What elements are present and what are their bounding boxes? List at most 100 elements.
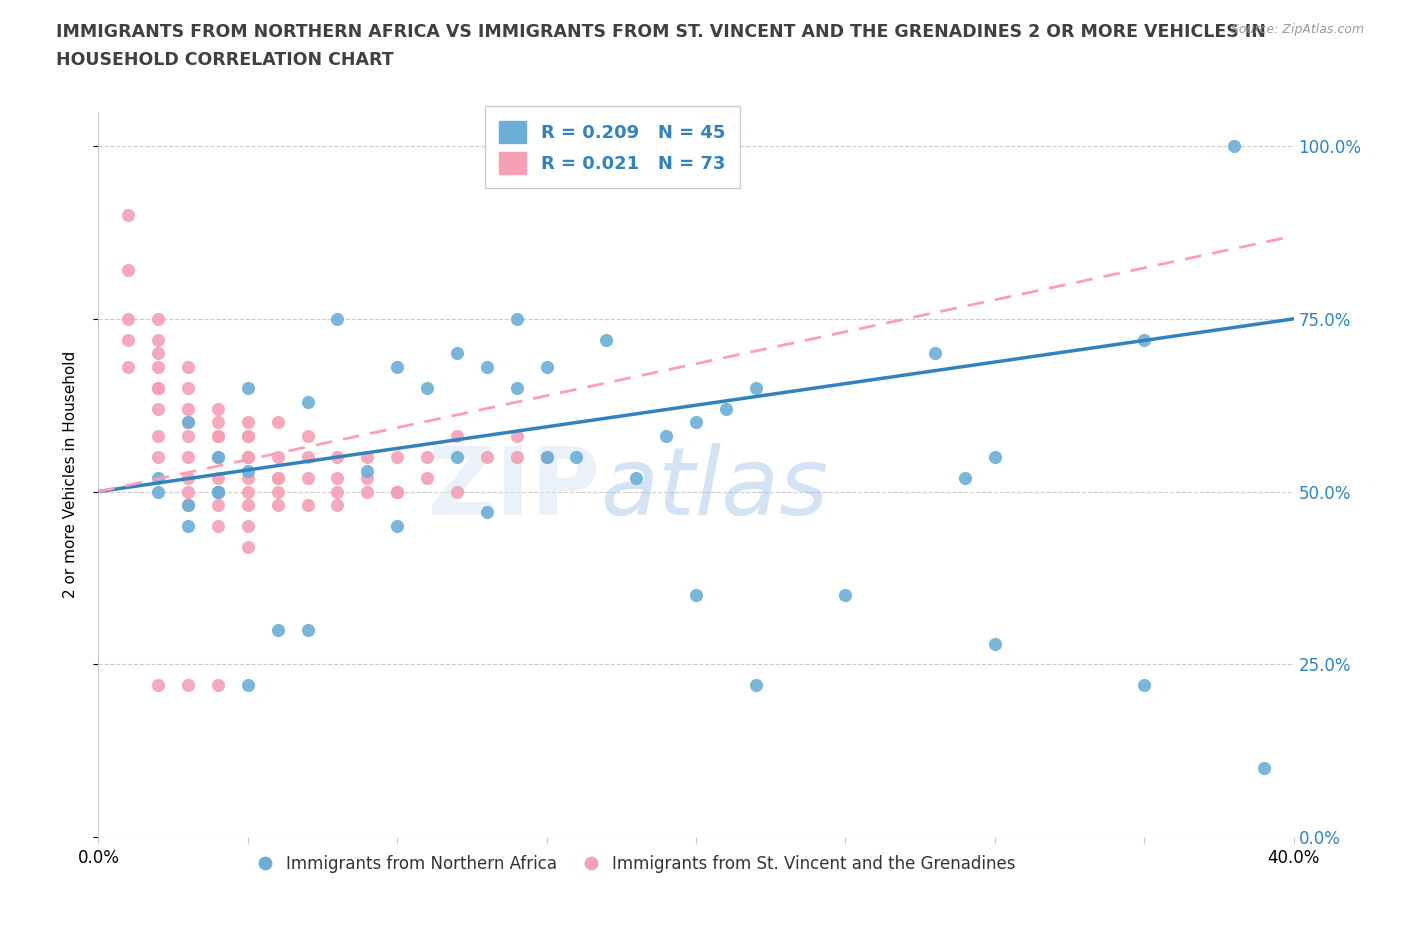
Point [446, 485, 468, 499]
Point [267, 471, 290, 485]
Point [177, 471, 200, 485]
Point [207, 678, 229, 693]
Point [148, 678, 170, 693]
Point [326, 449, 349, 464]
Point [177, 449, 200, 464]
Point [148, 380, 170, 395]
Point [148, 360, 170, 375]
Point [326, 312, 349, 326]
Point [236, 519, 259, 534]
Point [924, 346, 946, 361]
Point [565, 449, 588, 464]
Point [356, 449, 378, 464]
Point [207, 485, 229, 499]
Point [416, 380, 439, 395]
Point [385, 360, 409, 375]
Point [536, 449, 558, 464]
Point [236, 380, 259, 395]
Point [236, 678, 259, 693]
Point [207, 429, 229, 444]
Point [506, 449, 529, 464]
Point [148, 312, 170, 326]
Point [177, 678, 200, 693]
Point [148, 449, 170, 464]
Point [177, 498, 200, 512]
Point [148, 401, 170, 416]
Point [207, 449, 229, 464]
Point [714, 401, 737, 416]
Point [536, 360, 558, 375]
Point [984, 636, 1007, 651]
Point [655, 429, 678, 444]
Text: atlas: atlas [600, 444, 828, 535]
Point [117, 360, 139, 375]
Point [326, 471, 349, 485]
Point [207, 429, 229, 444]
Point [207, 449, 229, 464]
Point [297, 471, 319, 485]
Text: Source: ZipAtlas.com: Source: ZipAtlas.com [1230, 23, 1364, 36]
Point [148, 332, 170, 347]
Point [148, 471, 170, 485]
Point [326, 498, 349, 512]
Point [177, 498, 200, 512]
Point [207, 498, 229, 512]
Point [506, 429, 529, 444]
Point [475, 449, 498, 464]
Point [177, 519, 200, 534]
Point [506, 380, 529, 395]
Point [236, 471, 259, 485]
Point [117, 207, 139, 222]
Point [595, 332, 617, 347]
Point [416, 471, 439, 485]
Point [267, 622, 290, 637]
Point [148, 429, 170, 444]
Point [177, 485, 200, 499]
Point [984, 449, 1007, 464]
Point [416, 449, 439, 464]
Point [148, 485, 170, 499]
Point [236, 415, 259, 430]
Point [297, 498, 319, 512]
Point [177, 429, 200, 444]
Point [117, 263, 139, 278]
Point [446, 449, 468, 464]
Point [1133, 332, 1156, 347]
Point [297, 429, 319, 444]
Point [385, 485, 409, 499]
Text: HOUSEHOLD CORRELATION CHART: HOUSEHOLD CORRELATION CHART [56, 51, 394, 69]
Point [626, 471, 648, 485]
Point [207, 485, 229, 499]
Point [207, 415, 229, 430]
Point [267, 449, 290, 464]
Point [207, 519, 229, 534]
Point [148, 346, 170, 361]
Point [356, 485, 378, 499]
Point [326, 485, 349, 499]
Legend: Immigrants from Northern Africa, Immigrants from St. Vincent and the Grenadines: Immigrants from Northern Africa, Immigra… [250, 848, 1022, 880]
Point [267, 471, 290, 485]
Point [117, 332, 139, 347]
Point [297, 394, 319, 409]
Point [177, 380, 200, 395]
Point [385, 519, 409, 534]
Point [207, 485, 229, 499]
Point [385, 449, 409, 464]
Point [236, 463, 259, 478]
Point [297, 449, 319, 464]
Point [236, 429, 259, 444]
Point [745, 380, 768, 395]
Point [1223, 139, 1246, 153]
Point [236, 539, 259, 554]
Point [236, 449, 259, 464]
Point [834, 588, 856, 603]
Point [267, 498, 290, 512]
Point [297, 622, 319, 637]
Point [446, 346, 468, 361]
Point [385, 485, 409, 499]
Point [1253, 761, 1275, 776]
Point [177, 415, 200, 430]
Point [117, 312, 139, 326]
Point [236, 449, 259, 464]
Point [506, 312, 529, 326]
